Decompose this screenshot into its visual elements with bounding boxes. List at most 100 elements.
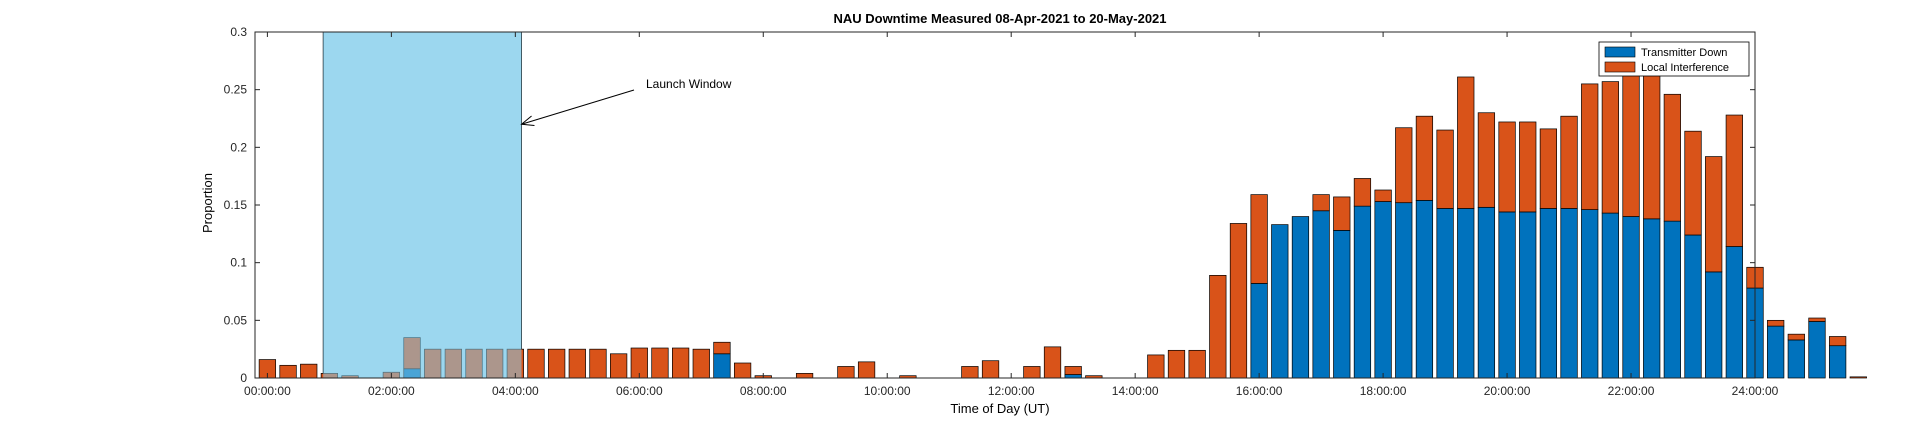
x-tick-label: 22:00:00 [1608,384,1655,398]
y-tick-label: 0.1 [230,256,247,270]
bar-transmitter-down [1581,209,1599,379]
legend-label-transmitter-down: Transmitter Down [1641,47,1727,59]
bar-local-interference [610,353,628,379]
x-tick-label: 10:00:00 [864,384,911,398]
bar-local-interference [1395,127,1413,204]
bar-local-interference [1663,93,1681,222]
bar-local-interference [1767,319,1785,327]
x-tick-label: 04:00:00 [492,384,539,398]
bar-transmitter-down [1250,283,1268,379]
bar-local-interference [1312,194,1330,212]
bar-local-interference [1229,223,1248,379]
bar-local-interference [837,366,855,379]
legend-swatch-local-interference [1604,61,1636,73]
bar-local-interference [568,348,586,379]
bar-local-interference [1436,129,1454,209]
bar-local-interference [795,373,814,379]
x-tick-label: 16:00:00 [1236,384,1283,398]
bar-local-interference [279,364,297,379]
bar-transmitter-down [1519,211,1537,379]
bar-local-interference [1167,349,1186,379]
bar-local-interference [1808,317,1826,322]
legend: Transmitter Down Local Interference [1598,41,1750,77]
x-tick-label: 14:00:00 [1112,384,1159,398]
bar-local-interference [589,348,607,379]
y-tick-label: 0 [240,371,247,385]
bar-local-interference [1457,76,1475,209]
chart-title: NAU Downtime Measured 08-Apr-2021 to 20-… [833,11,1166,26]
bar-local-interference [692,348,710,379]
bar-local-interference [1643,57,1661,220]
bar-transmitter-down [1333,230,1351,379]
bar-local-interference [961,366,979,379]
annotation-launch-window: Launch Window [646,77,732,91]
bar-transmitter-down [1436,208,1454,379]
bar-local-interference [672,347,690,379]
bar-transmitter-down [1601,212,1619,379]
bar-local-interference [1560,115,1578,209]
bar-transmitter-down [1725,246,1743,379]
launch-window-overlay [323,32,522,378]
bar-transmitter-down [1808,321,1826,379]
bar-local-interference [651,347,669,379]
bar-transmitter-down [1767,325,1785,379]
annotation-arrow-line [521,89,635,125]
bar-transmitter-down [1663,220,1681,379]
bar-local-interference [1353,178,1372,207]
x-tick-label: 08:00:00 [740,384,787,398]
bar-transmitter-down [1829,345,1847,379]
bar-local-interference [1043,346,1062,379]
bar-local-interference [1188,349,1206,379]
bar-transmitter-down [1477,206,1496,379]
bar-local-interference [1519,121,1537,213]
x-axis-label: Time of Day (UT) [950,401,1049,416]
bar-local-interference [1539,128,1558,209]
bar-local-interference [1498,121,1516,213]
annotation: Launch Window [520,77,732,127]
bar-transmitter-down [1353,205,1372,379]
bar-local-interference [857,361,876,379]
x-tick-label: 20:00:00 [1484,384,1531,398]
y-tick-label: 0.3 [230,25,247,39]
x-tick-label: 00:00:00 [244,384,291,398]
bar-transmitter-down [1415,200,1434,379]
bar-transmitter-down [1395,202,1413,379]
legend-label-local-interference: Local Interference [1641,62,1729,74]
bar-local-interference [1064,366,1082,375]
bar-local-interference [1684,130,1702,236]
bar-local-interference [1581,83,1599,210]
bar-transmitter-down [1539,208,1558,379]
x-tick-label: 06:00:00 [616,384,663,398]
bar-local-interference [981,360,1000,379]
bar-transmitter-down [1622,216,1640,379]
y-axis-label: Proportion [200,173,215,233]
bar-transmitter-down [1498,211,1516,379]
y-tick-label: 0.05 [224,313,248,327]
bar-transmitter-down [1643,218,1661,379]
x-tick-label: 24:00:00 [1732,384,1779,398]
bar-local-interference [1622,70,1640,217]
x-tick-label: 18:00:00 [1360,384,1407,398]
plot-area: 0 0.05 0.1 0.15 0.2 0.25 0.3 00:00:00 02:00:00 04… [224,25,1867,398]
bar-local-interference [548,348,566,379]
bar-local-interference [1725,114,1743,247]
bar-local-interference [1374,189,1392,202]
bar-transmitter-down [1291,216,1310,379]
bar-local-interference [1250,194,1268,284]
bar-local-interference [1601,81,1619,214]
bar-transmitter-down [713,353,731,379]
bar-local-interference [1209,275,1227,379]
bar-local-interference [300,363,318,379]
bar-local-interference [1333,196,1351,231]
bar-local-interference [1705,156,1723,273]
x-tick-label: 12:00:00 [988,384,1035,398]
bar-transmitter-down [1312,210,1330,379]
bar-transmitter-down [1457,208,1475,379]
bar-transmitter-down [1064,374,1082,379]
bar-local-interference [1787,333,1805,341]
bar-transmitter-down [1787,339,1805,379]
bar-local-interference [1849,376,1867,379]
bar-transmitter-down [1271,224,1289,379]
